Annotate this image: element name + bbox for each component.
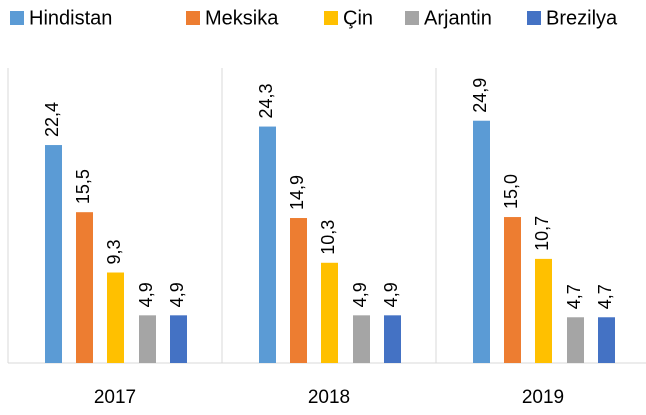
bar [139, 315, 156, 363]
value-label: 10,7 [532, 216, 552, 251]
legend-swatch [10, 11, 24, 25]
legend-label: Hindistan [29, 7, 112, 29]
legend-swatch [527, 11, 541, 25]
legend-label: Arjantin [424, 7, 492, 29]
bar [76, 212, 93, 363]
bar [473, 120, 490, 364]
bar [535, 258, 552, 363]
legend-label: Çin [343, 7, 373, 29]
x-tick-label: 2019 [522, 387, 564, 408]
legend-swatch [405, 11, 419, 25]
bar [107, 272, 124, 363]
value-label: 4,7 [595, 284, 615, 309]
bar [598, 317, 615, 363]
value-label: 4,9 [167, 282, 187, 307]
bar [353, 315, 370, 363]
value-label: 15,5 [73, 169, 93, 204]
bar [504, 217, 521, 363]
x-tick-label: 2018 [308, 387, 350, 408]
value-label: 22,4 [42, 102, 62, 137]
bar [45, 145, 62, 363]
bar [290, 218, 307, 363]
value-label: 24,9 [470, 78, 490, 113]
value-label: 15,0 [501, 174, 521, 209]
x-tick-label: 2017 [94, 387, 136, 408]
bar [384, 315, 401, 363]
value-label: 14,9 [287, 175, 307, 210]
bar [321, 262, 338, 363]
legend-swatch [186, 11, 200, 25]
value-label: 4,7 [564, 284, 584, 309]
value-label: 9,3 [104, 239, 124, 264]
legend-swatch [324, 11, 338, 25]
legend-label: Brezilya [546, 7, 618, 29]
value-label: 4,9 [350, 282, 370, 307]
bar [259, 126, 276, 363]
legend-label: Meksika [205, 7, 279, 29]
value-label: 24,3 [256, 84, 276, 119]
value-label: 10,3 [318, 220, 338, 255]
value-label: 4,9 [381, 282, 401, 307]
bar [170, 315, 187, 363]
value-label: 4,9 [136, 282, 156, 307]
bar [567, 317, 584, 363]
